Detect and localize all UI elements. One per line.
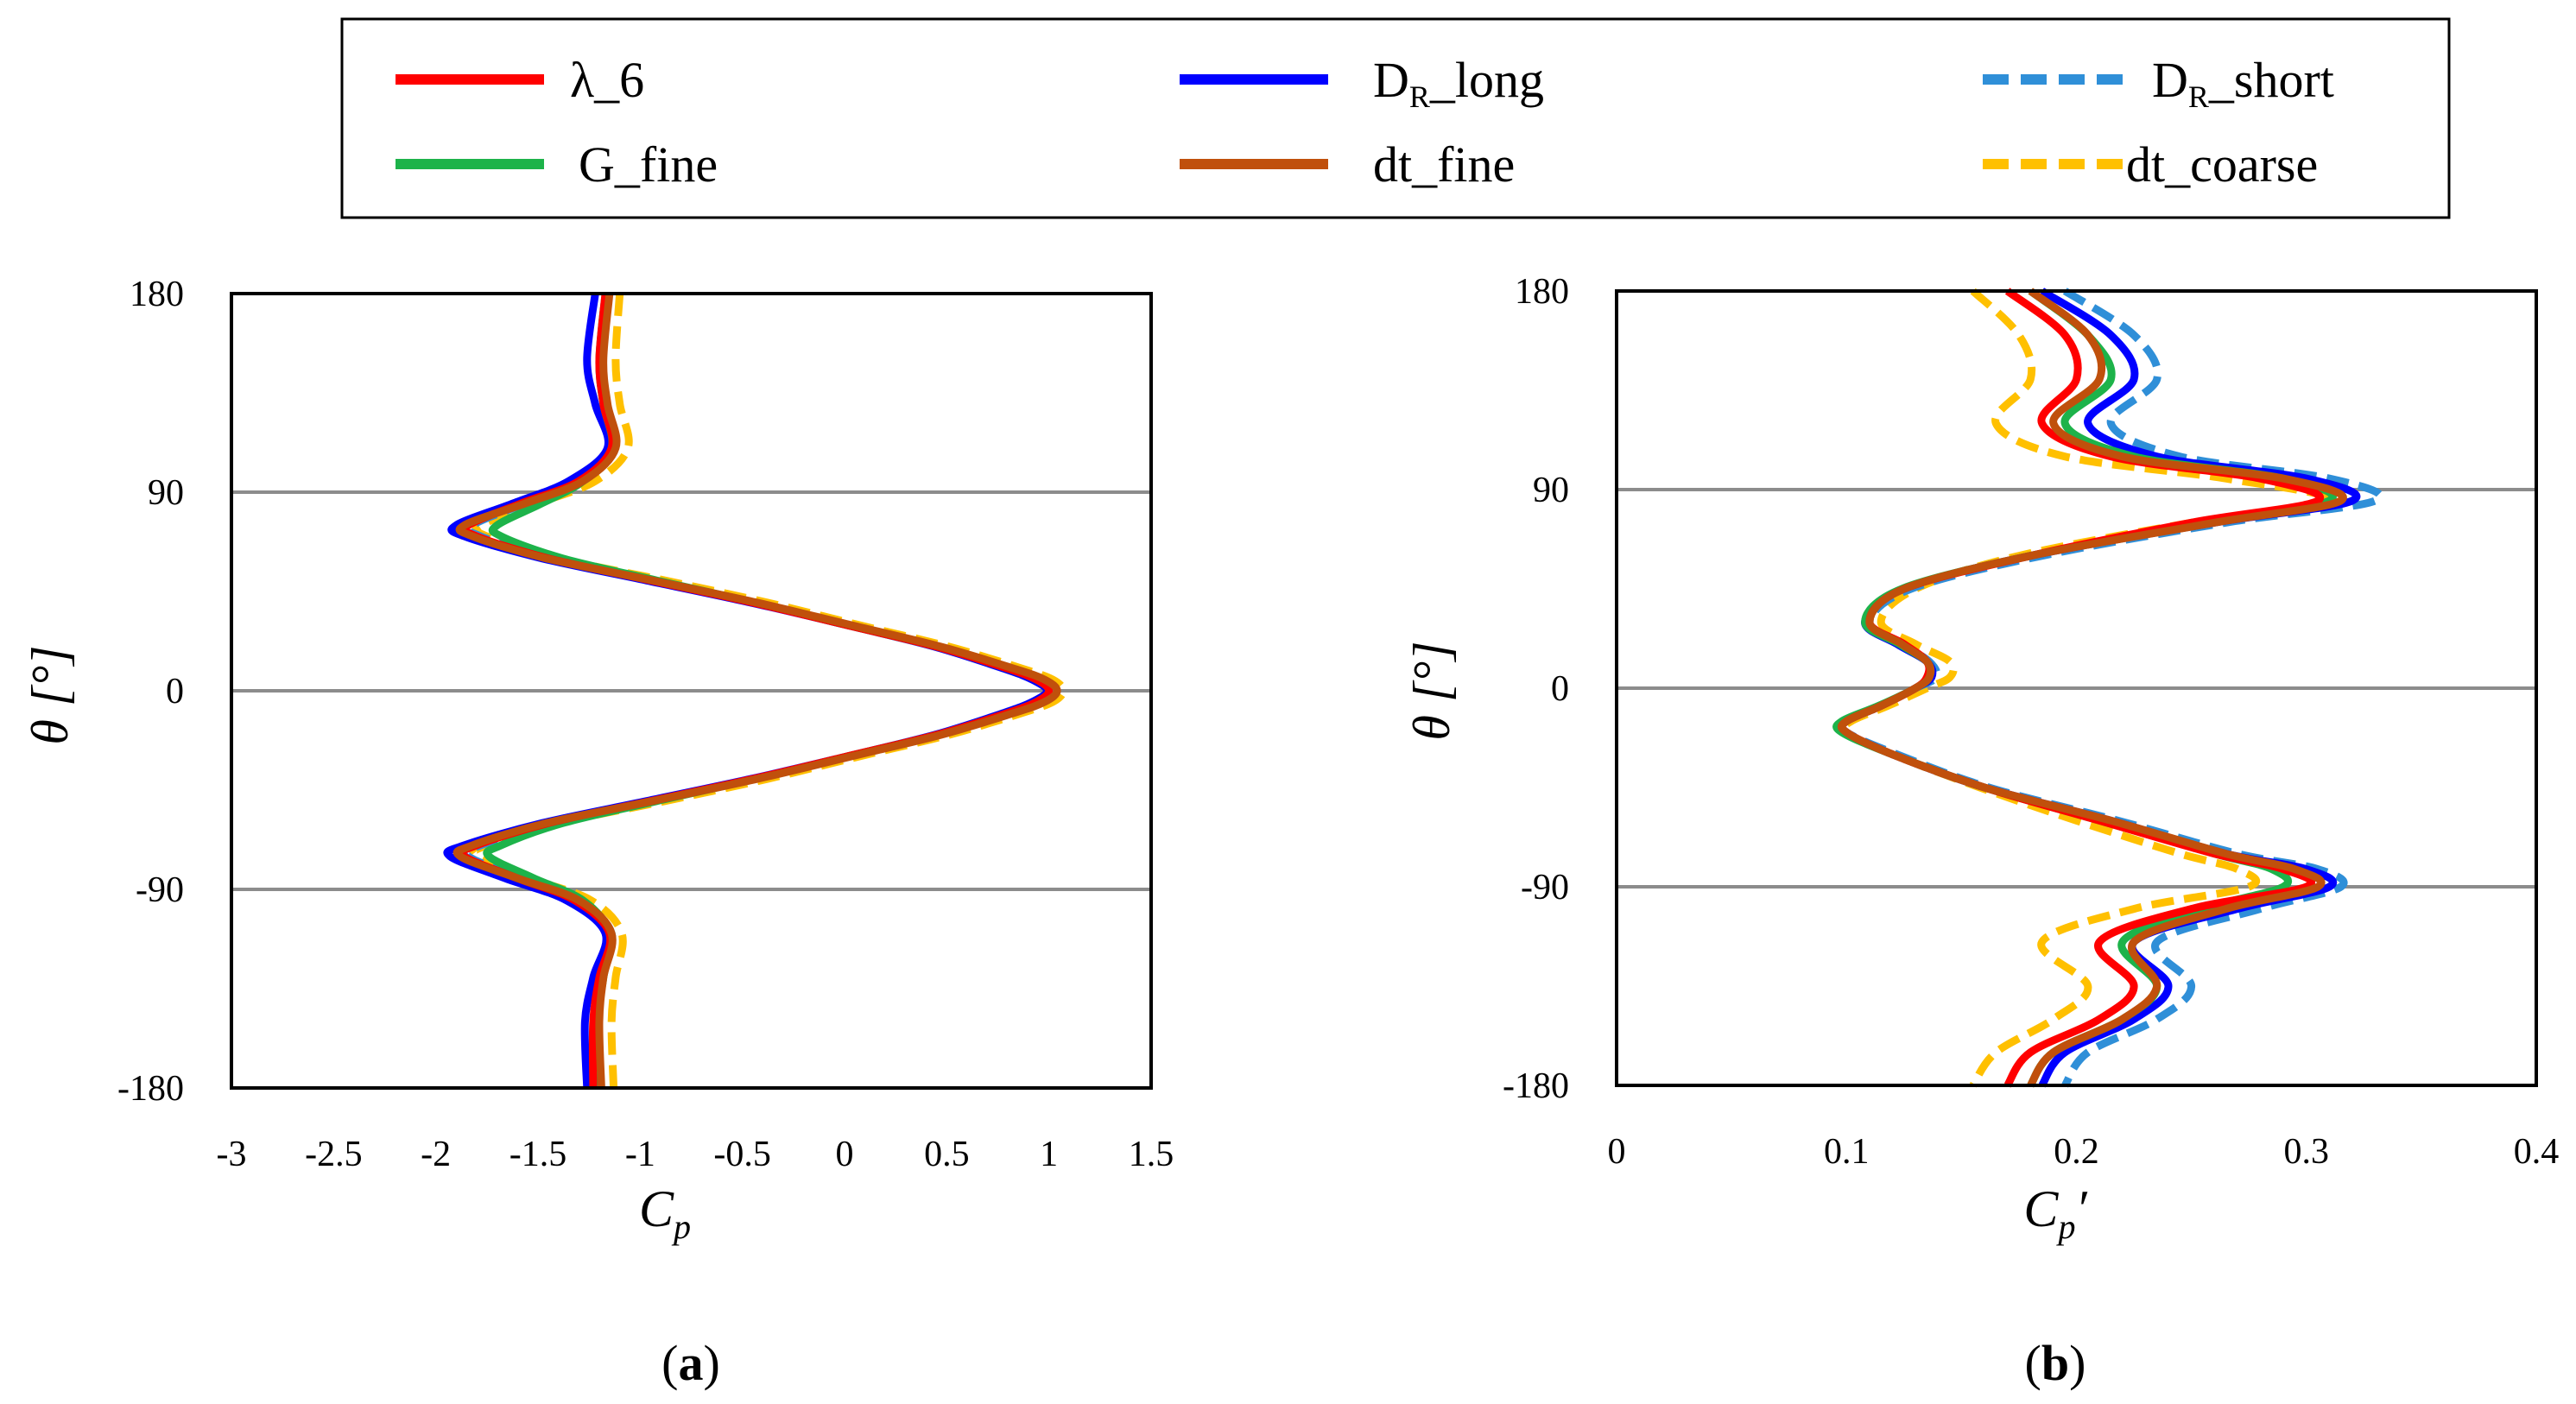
ytick-label: -90 <box>1521 868 1569 908</box>
xtick-label: -0.5 <box>713 1135 771 1174</box>
xtick-label: 0 <box>1608 1132 1626 1172</box>
panel-a: 180 90 0 -90 -180 -3 -2.5 -2 -1.5 -1 -0.5 0 0.5 1 1.5… <box>22 275 1174 1391</box>
xtick-label: 0 <box>836 1135 854 1174</box>
plot-a-series <box>443 293 1067 1089</box>
legend-label-dr-short: DR_short <box>2152 52 2334 114</box>
ytick-label: -180 <box>1503 1066 1569 1106</box>
xtick-label: 0.1 <box>1824 1132 1870 1172</box>
legend-label-dt-fine: dt_fine <box>1373 136 1515 193</box>
plot-a-ylabel: θ [°] <box>22 645 79 744</box>
plot-a-grid <box>231 490 1151 891</box>
plot-a-yticks: 180 90 0 -90 -180 <box>117 275 184 1109</box>
ytick-label: 180 <box>1515 272 1569 312</box>
xtick-label: 1 <box>1040 1135 1058 1174</box>
ytick-label: 0 <box>1551 669 1569 709</box>
xtick-label: 0.2 <box>2054 1132 2099 1172</box>
ytick-label: 90 <box>1533 471 1569 510</box>
xtick-label: 1.5 <box>1129 1135 1174 1174</box>
legend-label-g-fine: G_fine <box>579 136 718 193</box>
legend: λ_6 DR_long DR_short G_fine dt_fine dt_c… <box>340 17 2451 219</box>
xtick-label: -3 <box>217 1135 247 1174</box>
ytick-label: 180 <box>130 275 184 314</box>
legend-label-lambda6: λ_6 <box>570 52 644 108</box>
panel-b: 180 90 0 -90 -180 0 0.1 0.2 0.3 0.4 θ [°] Cp′ (b… <box>1403 272 2559 1391</box>
ytick-label: 0 <box>166 672 184 711</box>
xtick-label: -2.5 <box>305 1135 363 1174</box>
series-dt_fine <box>1837 288 2347 1088</box>
plot-a-xlabel: Cp <box>639 1180 691 1246</box>
plot-b-xticks: 0 0.1 0.2 0.3 0.4 <box>1608 1132 2560 1172</box>
xtick-label: -2 <box>421 1135 451 1174</box>
xtick-label: 0.5 <box>924 1135 970 1174</box>
panel-b-label: (b) <box>2025 1335 2086 1391</box>
ytick-label: -90 <box>136 870 184 910</box>
series-dt_coarse <box>1839 288 2333 1088</box>
plot-b-grid <box>1617 488 2536 889</box>
plot-b-ylabel: θ [°] <box>1403 641 1460 740</box>
plot-b-frame <box>1615 289 2538 1087</box>
plot-a-xticks: -3 -2.5 -2 -1.5 -1 -0.5 0 0.5 1 1.5 <box>217 1135 1174 1174</box>
plot-b-xlabel: Cp′ <box>2023 1180 2087 1246</box>
ytick-label: -180 <box>117 1069 184 1109</box>
series-dt_fine <box>453 293 1061 1089</box>
plot-a-frame <box>230 292 1153 1090</box>
panel-a-label: (a) <box>661 1335 720 1391</box>
plot-b-series <box>1832 288 2384 1088</box>
legend-label-dt-coarse: dt_coarse <box>2126 136 2318 193</box>
legend-label-dr-long: DR_long <box>1373 52 1544 114</box>
ytick-label: 90 <box>148 473 184 513</box>
xtick-label: -1 <box>625 1135 655 1174</box>
plot-b-yticks: 180 90 0 -90 -180 <box>1503 272 1569 1106</box>
legend-frame <box>340 17 2451 219</box>
xtick-label: -1.5 <box>510 1135 567 1174</box>
xtick-label: 0.4 <box>2514 1132 2560 1172</box>
xtick-label: 0.3 <box>2284 1132 2330 1172</box>
